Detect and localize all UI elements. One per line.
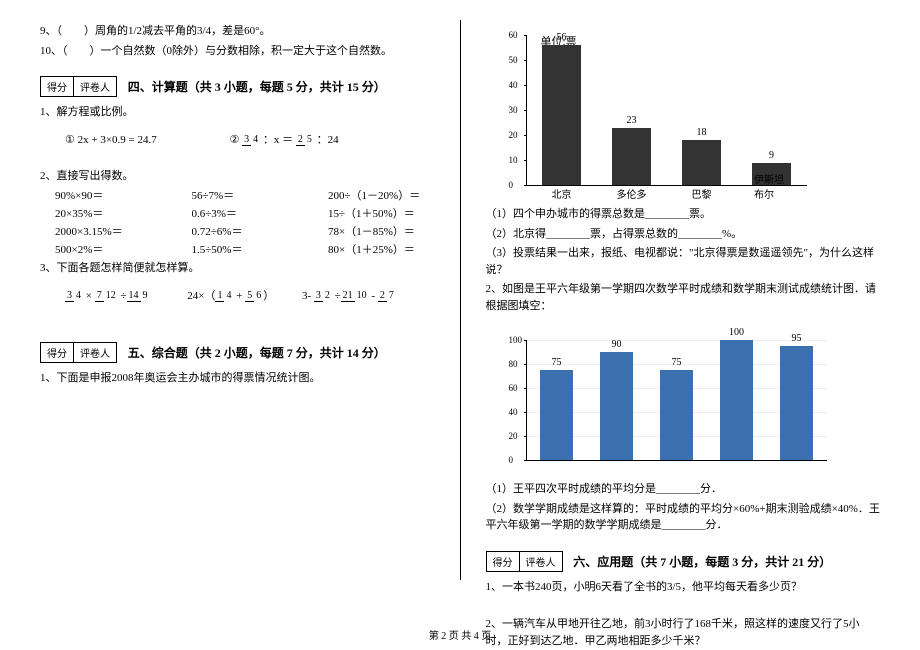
section-4-title: 四、计算题（共 3 小题，每题 5 分，共计 15 分） <box>128 80 386 94</box>
c1-q3: （3）投票结果一出来，报纸、电视都说："北京得票是数遥遥领先"，为什么这样说？ <box>486 245 881 278</box>
calc-row: 90%×90＝56÷7%＝200÷（1－20%）＝ <box>55 187 435 203</box>
s5-2: 2、如图是王平六年级第一学期四次数学平时成绩和数学期末测试成绩统计图．请根据图填… <box>486 281 881 314</box>
eq-1a: ① 2x + 3×0.9 = 24.7 <box>65 133 157 146</box>
chart-2: 02040608010075907510095 <box>506 340 881 461</box>
calc-row: 2000×3.15%＝0.72÷6%＝78×（1－85%）＝ <box>55 223 435 239</box>
c1-q2: （2）北京得________票，占得票总数的________%。 <box>486 226 881 243</box>
score-box: 得分评卷人 <box>486 551 563 572</box>
score-box: 得分评卷人 <box>40 342 117 363</box>
page-footer: 第 2 页 共 4 页 <box>0 627 920 642</box>
column-divider <box>460 20 461 580</box>
calc-row: 500×2%＝1.5÷50%＝80×（1＋25%）＝ <box>55 241 435 257</box>
score-l: 得分 <box>41 77 74 96</box>
q9: 9、（ ）周角的1/2减去平角的3/4，差是60°。 <box>40 23 435 40</box>
s4-1: 1、解方程或比例。 <box>40 104 435 121</box>
score-box: 得分评卷人 <box>40 76 117 97</box>
eq-row: 34 × 712 ÷149 24×（14 + 56） 3- 32 ÷2110 -… <box>55 283 435 307</box>
c1-q1: （1）四个申办城市的得票总数是________票。 <box>486 206 881 223</box>
c2-q1: （1）王平四次平时成绩的平均分是________分． <box>486 481 881 498</box>
eq-1b: ② 34 ：x ＝ 25 ：24 <box>229 131 338 147</box>
chart-1: 单位:票 010203040506056北京23多伦多18巴黎9伊斯坦布尔 <box>506 35 881 186</box>
s4-3: 3、下面各题怎样简便就怎样算。 <box>40 260 435 277</box>
s5-1: 1、下面是申报2008年奥运会主办城市的得票情况统计图。 <box>40 370 435 387</box>
c2-q2: （2）数学学期成绩是这样算的：平时成绩的平均分×60%+期末测验成绩×40%．王… <box>486 501 881 534</box>
section-6-title: 六、应用题（共 7 小题，每题 3 分，共计 21 分） <box>573 555 831 569</box>
calc-row: 20×35%＝0.6÷3%＝15÷（1＋50%）＝ <box>55 205 435 221</box>
q10: 10、（ ）一个自然数（0除外）与分数相除，积一定大于这个自然数。 <box>40 43 435 60</box>
score-r: 评卷人 <box>74 77 116 96</box>
s6-1: 1、一本书240页，小明6天看了全书的3/5，他平均每天看多少页？ <box>486 579 881 596</box>
section-5-title: 五、综合题（共 2 小题，每题 7 分，共计 14 分） <box>128 346 386 360</box>
s4-2: 2、直接写出得数。 <box>40 168 435 185</box>
